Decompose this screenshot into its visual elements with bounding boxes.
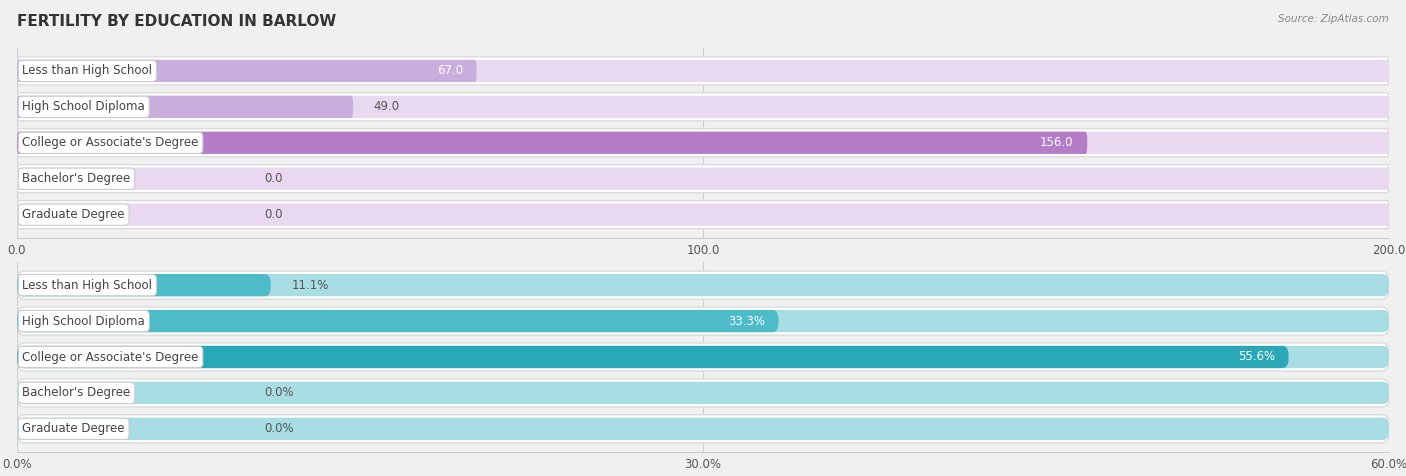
FancyBboxPatch shape xyxy=(17,57,1389,85)
Text: College or Associate's Degree: College or Associate's Degree xyxy=(22,136,198,149)
Text: 11.1%: 11.1% xyxy=(291,278,329,292)
Text: Graduate Degree: Graduate Degree xyxy=(22,208,125,221)
FancyBboxPatch shape xyxy=(17,310,1389,332)
Text: 55.6%: 55.6% xyxy=(1237,350,1275,364)
FancyBboxPatch shape xyxy=(17,204,1389,226)
FancyBboxPatch shape xyxy=(17,96,1389,118)
FancyBboxPatch shape xyxy=(17,382,1389,404)
FancyBboxPatch shape xyxy=(17,60,1389,82)
FancyBboxPatch shape xyxy=(17,274,271,296)
FancyBboxPatch shape xyxy=(17,96,353,118)
FancyBboxPatch shape xyxy=(17,310,779,332)
Text: High School Diploma: High School Diploma xyxy=(22,100,145,113)
Text: 0.0: 0.0 xyxy=(264,208,283,221)
Text: 0.0%: 0.0% xyxy=(264,387,294,399)
Text: 49.0: 49.0 xyxy=(374,100,399,113)
Text: 0.0%: 0.0% xyxy=(264,422,294,436)
FancyBboxPatch shape xyxy=(17,379,1389,407)
FancyBboxPatch shape xyxy=(17,343,1389,371)
FancyBboxPatch shape xyxy=(17,201,1389,228)
Text: 156.0: 156.0 xyxy=(1040,136,1074,149)
Text: Graduate Degree: Graduate Degree xyxy=(22,422,125,436)
Text: FERTILITY BY EDUCATION IN BARLOW: FERTILITY BY EDUCATION IN BARLOW xyxy=(17,14,336,30)
FancyBboxPatch shape xyxy=(17,132,1389,154)
FancyBboxPatch shape xyxy=(17,346,1389,368)
Text: Source: ZipAtlas.com: Source: ZipAtlas.com xyxy=(1278,14,1389,24)
Text: Less than High School: Less than High School xyxy=(22,278,152,292)
Text: High School Diploma: High School Diploma xyxy=(22,315,145,327)
FancyBboxPatch shape xyxy=(17,346,1288,368)
FancyBboxPatch shape xyxy=(17,168,1389,190)
Text: College or Associate's Degree: College or Associate's Degree xyxy=(22,350,198,364)
Text: Bachelor's Degree: Bachelor's Degree xyxy=(22,172,131,185)
Text: 33.3%: 33.3% xyxy=(728,315,765,327)
Text: Less than High School: Less than High School xyxy=(22,64,152,78)
FancyBboxPatch shape xyxy=(17,132,1087,154)
Text: Bachelor's Degree: Bachelor's Degree xyxy=(22,387,131,399)
FancyBboxPatch shape xyxy=(17,274,1389,296)
FancyBboxPatch shape xyxy=(17,60,477,82)
FancyBboxPatch shape xyxy=(17,271,1389,299)
Text: 67.0: 67.0 xyxy=(437,64,463,78)
FancyBboxPatch shape xyxy=(17,415,1389,443)
FancyBboxPatch shape xyxy=(17,418,1389,440)
FancyBboxPatch shape xyxy=(17,165,1389,193)
Text: 0.0: 0.0 xyxy=(264,172,283,185)
FancyBboxPatch shape xyxy=(17,93,1389,121)
FancyBboxPatch shape xyxy=(17,307,1389,335)
FancyBboxPatch shape xyxy=(17,129,1389,157)
